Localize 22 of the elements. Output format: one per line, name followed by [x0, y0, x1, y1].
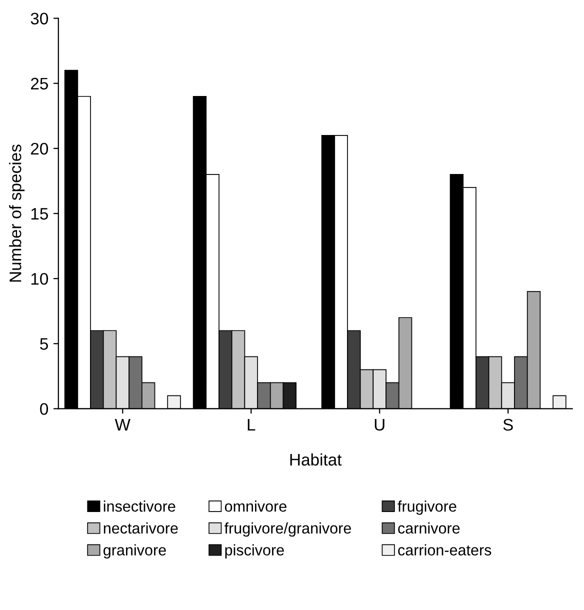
y-tick-label: 0 [40, 403, 48, 415]
y-tick-label: 5 [40, 338, 48, 350]
y-tick-label: 10 [31, 272, 48, 285]
y-tick-label: 15 [31, 208, 48, 220]
x-tick-label: S [503, 418, 513, 431]
legend-label: granivore [104, 544, 166, 559]
legend-label: frugivore/granivore [224, 522, 351, 537]
x-tick-label: U [374, 419, 384, 431]
x-tick-label: L [248, 419, 256, 430]
y-axis-title: Number of species [9, 144, 25, 282]
legend-label: piscivore [225, 544, 284, 559]
legend-label: insectivore [104, 500, 176, 512]
x-axis-title: Habitat [290, 453, 342, 466]
y-tick-label: 20 [30, 142, 48, 155]
y-tick-label: 30 [30, 12, 48, 25]
legend-label: carnivore [398, 522, 460, 534]
x-tick-label: W [114, 419, 130, 430]
legend-label: frugivore [398, 500, 456, 515]
legend-label: nectarivore [104, 522, 178, 534]
legend-label: carrion-eaters [398, 544, 492, 556]
y-tick-label: 25 [30, 78, 48, 90]
legend-label: omnivore [224, 500, 286, 512]
